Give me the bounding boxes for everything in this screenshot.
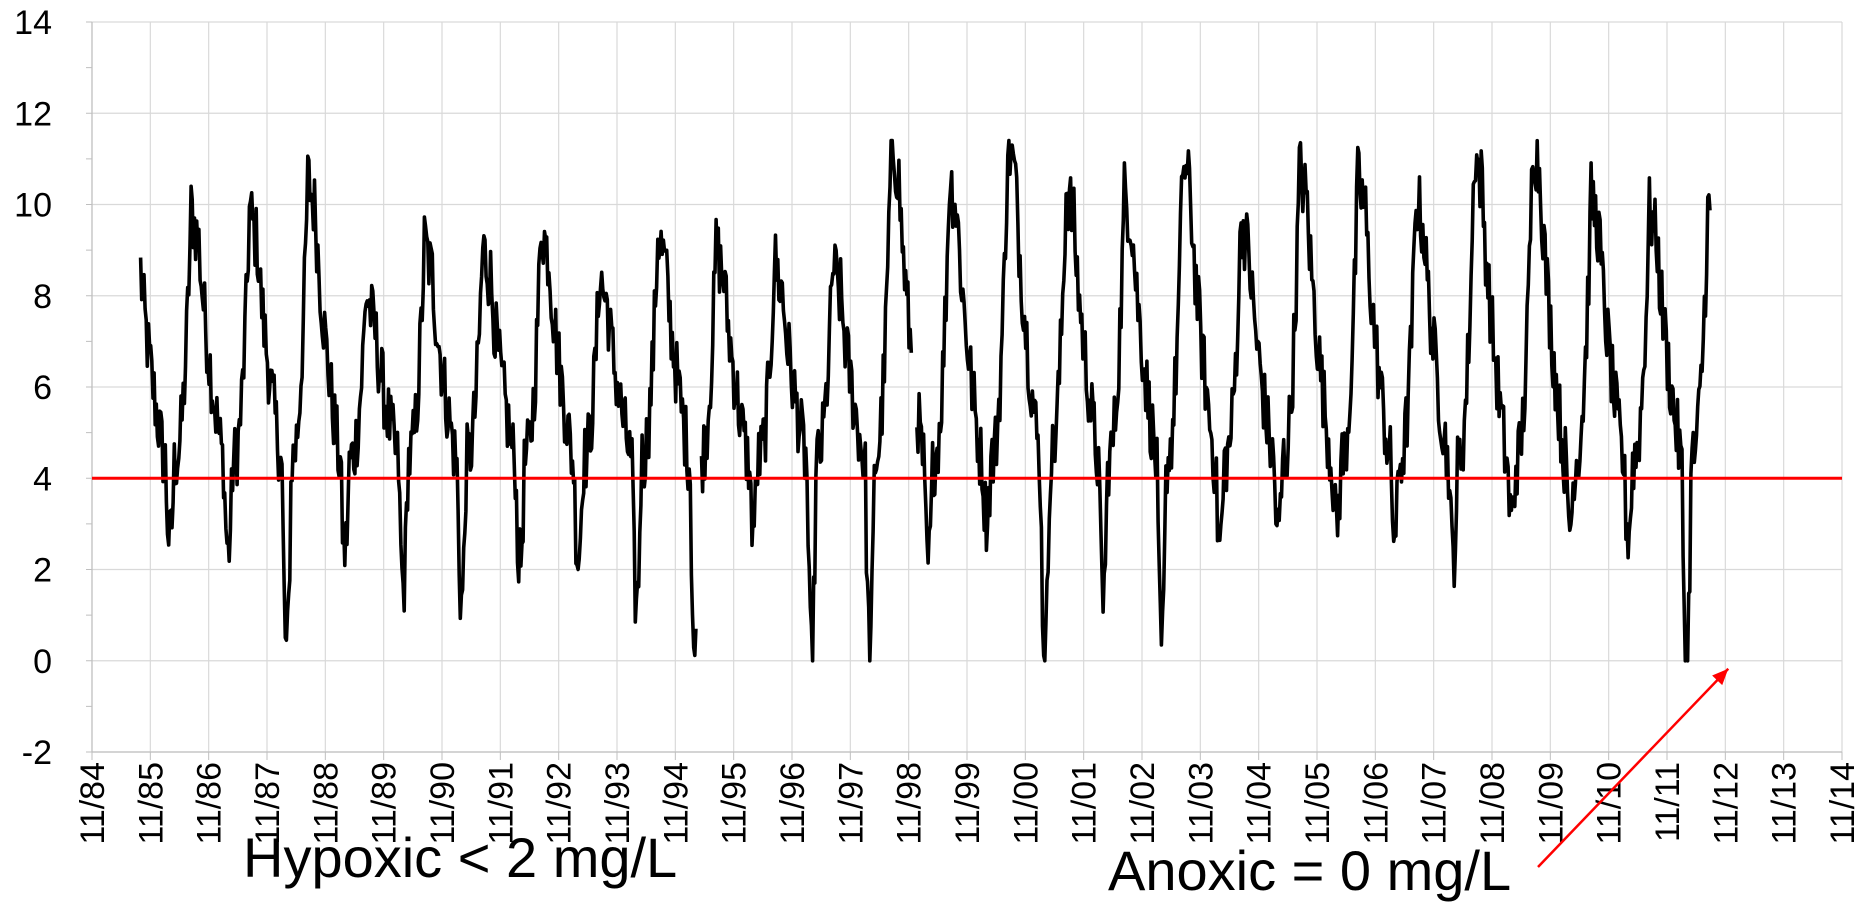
x-tick-label: 11/87: [249, 762, 287, 845]
y-tick-label: 6: [33, 369, 52, 407]
x-tick-label: 11/07: [1416, 762, 1454, 845]
x-tick-label: 11/98: [891, 762, 929, 845]
y-tick-label: 14: [14, 4, 52, 42]
x-tick-label: 11/04: [1241, 762, 1279, 845]
x-tick-label: 11/85: [132, 762, 170, 845]
x-tick-label: 11/92: [541, 762, 579, 845]
anoxic-annotation: Anoxic = 0 mg/L: [1108, 839, 1512, 902]
x-tick-label: 11/94: [657, 762, 695, 845]
x-tick-label: 11/90: [424, 762, 462, 845]
anoxic-arrow-head: [1712, 668, 1729, 686]
x-tick-label: 11/00: [1007, 762, 1045, 845]
x-tick-label: 11/96: [774, 762, 812, 845]
anoxic-arrow-line: [1537, 667, 1730, 868]
x-tick-label: 11/14: [1824, 762, 1862, 845]
x-tick-label: 11/09: [1532, 762, 1570, 845]
grid: [91, 21, 1843, 753]
x-tick-label: 11/02: [1124, 762, 1162, 845]
x-tick-label: 11/99: [949, 762, 987, 845]
x-tick-label: 11/88: [307, 762, 345, 845]
y-tick-label: 0: [33, 643, 52, 681]
x-tick-label: 11/01: [1066, 762, 1104, 845]
x-tick-label: 11/06: [1357, 762, 1395, 845]
y-tick-label: 10: [14, 187, 52, 225]
annotation-arrow: [1537, 667, 1730, 868]
hypoxic-annotation: Hypoxic < 2 mg/L: [243, 826, 678, 889]
x-tick-label: 11/05: [1299, 762, 1337, 845]
x-tick-label: 11/97: [832, 762, 870, 845]
x-axis: 11/84 11/85 11/86 11/87 11/88 11/89 11/90 11/91…: [74, 751, 1862, 845]
x-tick-label: 11/86: [191, 762, 229, 845]
y-axis: -2 0 2 4 6 8 10 12 14: [14, 4, 93, 772]
y-tick-label: 8: [33, 278, 52, 316]
y-tick-label: 2: [33, 552, 52, 590]
x-tick-label: 11/84: [74, 762, 112, 845]
y-tick-label: -2: [22, 734, 52, 772]
x-tick-label: 11/08: [1474, 762, 1512, 845]
x-tick-label: 11/95: [716, 762, 754, 845]
x-tick-label: 11/91: [482, 762, 520, 845]
x-tick-label: 11/93: [599, 762, 637, 845]
series-line-do: [138, 138, 1712, 663]
x-tick-label: 11/03: [1182, 762, 1220, 845]
x-tick-label: 11/12: [1707, 762, 1745, 845]
y-tick-label: 4: [33, 460, 52, 498]
x-tick-label: 11/89: [366, 762, 404, 845]
y-tick-label: 12: [14, 95, 52, 133]
series: [92, 138, 1842, 663]
x-tick-label: 11/11: [1649, 762, 1687, 842]
x-tick-label: 11/13: [1766, 762, 1804, 845]
x-tick-label: 11/10: [1591, 762, 1629, 845]
